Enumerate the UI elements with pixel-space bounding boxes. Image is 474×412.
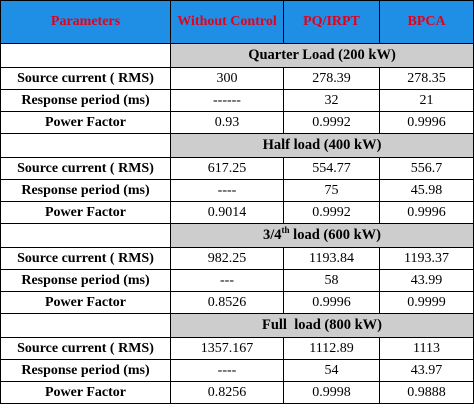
value-without-control: 0.93 bbox=[170, 111, 284, 134]
section-title: Half load (400 kW) bbox=[170, 133, 474, 158]
header-row: Parameters Without Control PQ/IRPT BPCA bbox=[0, 0, 474, 44]
value-without-control: ------ bbox=[170, 89, 284, 112]
param-name: Power Factor bbox=[0, 111, 171, 134]
param-name: Power Factor bbox=[0, 291, 171, 314]
section-title-suffix: load (600 kW) bbox=[289, 227, 381, 243]
value-without-control: 617.25 bbox=[170, 157, 284, 180]
param-name: Source current ( RMS) bbox=[0, 67, 171, 90]
table-row: Source current ( RMS) 982.25 1193.84 119… bbox=[0, 247, 474, 270]
value-without-control: 982.25 bbox=[170, 247, 284, 270]
value-pq-irpt: 54 bbox=[283, 359, 380, 382]
value-pq-irpt: 0.9998 bbox=[283, 381, 380, 404]
value-bpca: 0.9996 bbox=[379, 201, 474, 224]
value-bpca: 0.9996 bbox=[379, 111, 474, 134]
table-row: Source current ( RMS) 300 278.39 278.35 bbox=[0, 67, 474, 90]
value-bpca: 1193.37 bbox=[379, 247, 474, 270]
param-name: Source current ( RMS) bbox=[0, 247, 171, 270]
value-bpca: 1113 bbox=[379, 337, 474, 360]
param-name: Response period (ms) bbox=[0, 269, 171, 292]
value-pq-irpt: 278.39 bbox=[283, 67, 380, 90]
value-pq-irpt: 75 bbox=[283, 179, 380, 202]
value-without-control: ---- bbox=[170, 179, 284, 202]
value-without-control: 0.9014 bbox=[170, 201, 284, 224]
section-blank-cell bbox=[0, 313, 171, 338]
value-without-control: 0.8526 bbox=[170, 291, 284, 314]
table-row: Response period (ms) ---- 75 45.98 bbox=[0, 179, 474, 202]
header-without-control: Without Control bbox=[170, 0, 284, 44]
param-name: Power Factor bbox=[0, 201, 171, 224]
header-bpca: BPCA bbox=[379, 0, 474, 44]
table-row: Response period (ms) ------ 32 21 bbox=[0, 89, 474, 112]
value-bpca: 43.97 bbox=[379, 359, 474, 382]
table-row: Power Factor 0.93 0.9992 0.9996 bbox=[0, 111, 474, 134]
param-name: Response period (ms) bbox=[0, 359, 171, 382]
value-pq-irpt: 1112.89 bbox=[283, 337, 380, 360]
param-name: Response period (ms) bbox=[0, 89, 171, 112]
header-pq-irpt: PQ/IRPT bbox=[283, 0, 380, 44]
section-row-three-quarter-load: 3/4th load (600 kW) bbox=[0, 223, 474, 248]
section-row-full-load: Full load (800 kW) bbox=[0, 313, 474, 338]
value-pq-irpt: 58 bbox=[283, 269, 380, 292]
table-row: Power Factor 0.8526 0.9996 0.9999 bbox=[0, 291, 474, 314]
table-row: Power Factor 0.8256 0.9998 0.9888 bbox=[0, 381, 474, 404]
value-bpca: 21 bbox=[379, 89, 474, 112]
section-title-superscript: th bbox=[281, 225, 290, 236]
value-bpca: 556.7 bbox=[379, 157, 474, 180]
value-bpca: 0.9999 bbox=[379, 291, 474, 314]
section-row-quarter-load: Quarter Load (200 kW) bbox=[0, 43, 474, 68]
section-blank-cell bbox=[0, 223, 171, 248]
table-row: Power Factor 0.9014 0.9992 0.9996 bbox=[0, 201, 474, 224]
section-title: Quarter Load (200 kW) bbox=[170, 43, 474, 68]
table-row: Source current ( RMS) 1357.167 1112.89 1… bbox=[0, 337, 474, 360]
section-blank-cell bbox=[0, 43, 171, 68]
value-pq-irpt: 0.9996 bbox=[283, 291, 380, 314]
value-pq-irpt: 0.9992 bbox=[283, 111, 380, 134]
value-without-control: --- bbox=[170, 269, 284, 292]
table-row: Source current ( RMS) 617.25 554.77 556.… bbox=[0, 157, 474, 180]
table-row: Response period (ms) --- 58 43.99 bbox=[0, 269, 474, 292]
section-title: Full load (800 kW) bbox=[170, 313, 474, 338]
header-parameters: Parameters bbox=[0, 0, 171, 44]
param-name: Source current ( RMS) bbox=[0, 157, 171, 180]
section-title: 3/4th load (600 kW) bbox=[170, 223, 474, 248]
value-without-control: 300 bbox=[170, 67, 284, 90]
value-bpca: 278.35 bbox=[379, 67, 474, 90]
value-pq-irpt: 554.77 bbox=[283, 157, 380, 180]
section-title-prefix: 3/4 bbox=[263, 227, 282, 243]
value-without-control: 0.8256 bbox=[170, 381, 284, 404]
value-without-control: 1357.167 bbox=[170, 337, 284, 360]
value-pq-irpt: 32 bbox=[283, 89, 380, 112]
param-name: Power Factor bbox=[0, 381, 171, 404]
value-bpca: 45.98 bbox=[379, 179, 474, 202]
section-row-half-load: Half load (400 kW) bbox=[0, 133, 474, 158]
value-bpca: 0.9888 bbox=[379, 381, 474, 404]
value-without-control: ---- bbox=[170, 359, 284, 382]
param-name: Source current ( RMS) bbox=[0, 337, 171, 360]
param-name: Response period (ms) bbox=[0, 179, 171, 202]
section-blank-cell bbox=[0, 133, 171, 158]
value-pq-irpt: 0.9992 bbox=[283, 201, 380, 224]
value-bpca: 43.99 bbox=[379, 269, 474, 292]
value-pq-irpt: 1193.84 bbox=[283, 247, 380, 270]
table-row: Response period (ms) ---- 54 43.97 bbox=[0, 359, 474, 382]
